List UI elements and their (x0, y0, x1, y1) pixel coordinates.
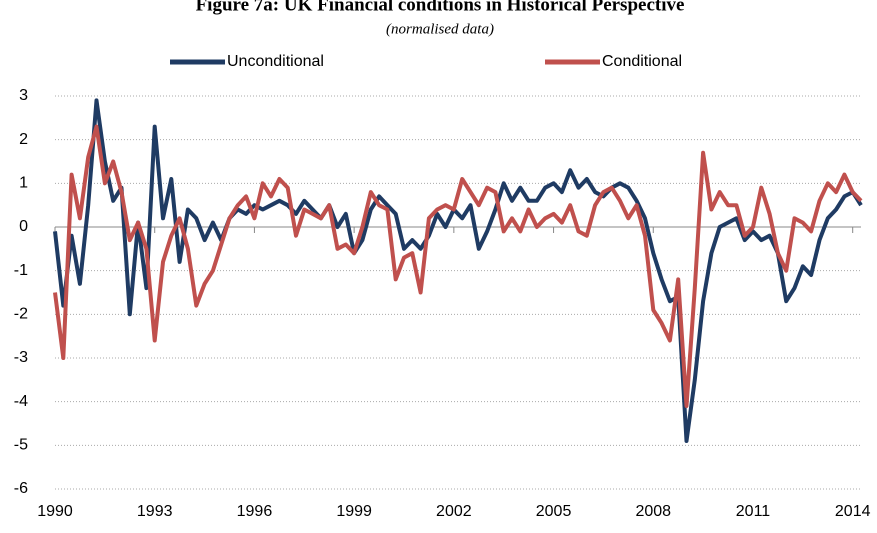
y-tick-label: -2 (14, 306, 28, 323)
y-tick-label: -3 (14, 349, 28, 366)
x-tick-label: 1996 (237, 503, 273, 520)
x-tick-label: 2011 (736, 503, 771, 520)
y-tick-label: 3 (19, 87, 28, 104)
x-tick-label: 1993 (137, 503, 173, 520)
y-tick-label: -1 (14, 262, 28, 279)
chart-title: Figure 7a: UK Financial conditions in Hi… (196, 0, 685, 15)
y-tick-label: -6 (14, 480, 28, 497)
x-tick-label: 2005 (536, 503, 572, 520)
series-line (53, 124, 863, 408)
chart-subtitle: (normalised data) (386, 21, 494, 37)
legend-label: Conditional (602, 53, 682, 70)
x-tick-label: 1990 (37, 503, 73, 520)
x-tick-label: 2014 (835, 503, 871, 520)
series-line (53, 98, 863, 443)
y-tick-label: 1 (19, 175, 28, 192)
legend-label: Unconditional (227, 53, 324, 70)
y-tick-label: -4 (14, 393, 28, 410)
x-tick-label: 2008 (635, 503, 671, 520)
x-tick-label: 2002 (436, 503, 472, 520)
x-tick-label: 1999 (336, 503, 372, 520)
y-tick-label: -5 (14, 437, 28, 454)
y-tick-label: 0 (19, 218, 28, 235)
y-tick-label: 2 (19, 131, 28, 148)
